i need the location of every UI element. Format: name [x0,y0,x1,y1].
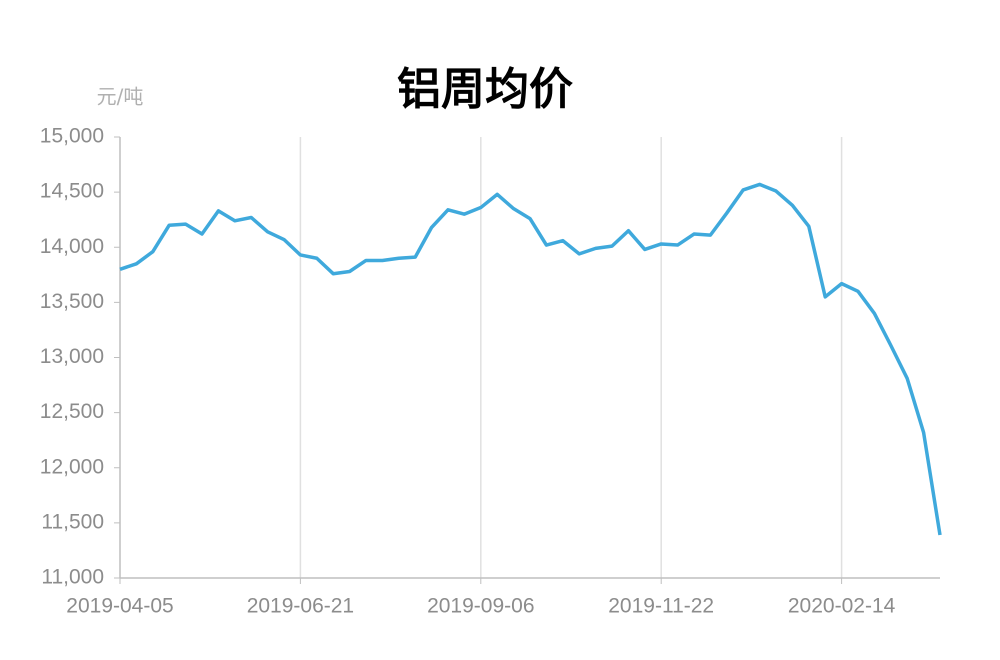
x-tick-label: 2019-04-05 [66,595,173,618]
y-axis-unit: 元/吨 [97,85,144,109]
x-tick-label: 2020-02-14 [788,595,896,618]
y-tick-label: 11,000 [41,566,104,589]
y-tick-label: 13,000 [40,345,104,368]
data-line [119,182,942,536]
x-tick-label: 2019-09-06 [427,595,534,618]
y-tick-label: 13,500 [40,290,104,313]
y-tick-label: 12,000 [40,455,104,478]
y-tick-label: 14,500 [40,180,104,203]
x-tick-label: 2019-06-21 [247,595,354,618]
y-tick-label: 14,000 [40,235,104,258]
y-tick-label: 12,500 [40,400,104,423]
y-tick-label: 15,000 [40,125,104,148]
y-tick-label: 11,500 [41,510,104,533]
chart-title: 铝周均价 [397,64,573,115]
x-tick-label: 2019-11-22 [608,595,714,618]
